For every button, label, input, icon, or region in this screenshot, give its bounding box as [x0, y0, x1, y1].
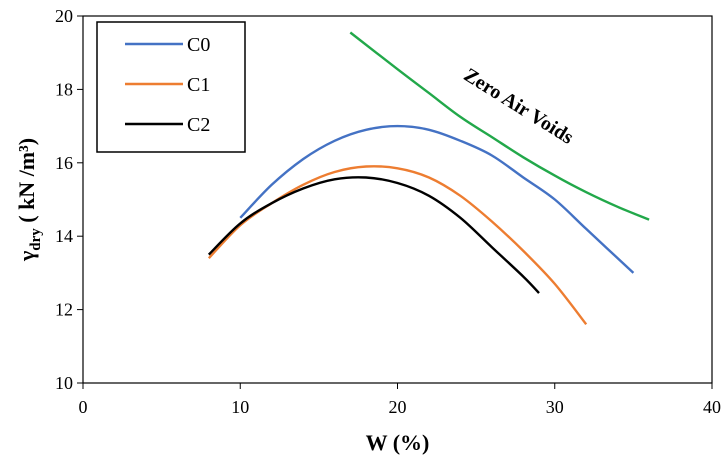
- series-layer: [207, 31, 650, 326]
- legend-label-c0: C0: [187, 34, 210, 56]
- legend-label-c1: C1: [187, 74, 210, 96]
- y-axis-label-unit: ( kN /m³): [14, 138, 39, 228]
- legend-label-c2: C2: [187, 114, 210, 136]
- x-tick-label: 30: [546, 397, 564, 417]
- y-tick-label: 16: [55, 153, 73, 173]
- y-tick-label: 14: [55, 226, 73, 246]
- legend: C0 C1 C2: [96, 21, 246, 153]
- series-line-c0: [239, 124, 635, 274]
- y-axis-label-subscript: dry: [28, 228, 44, 251]
- x-tick-label: 10: [231, 397, 249, 417]
- y-tick-label: 10: [55, 373, 73, 393]
- y-axis-label-symbol: γ: [14, 251, 39, 262]
- x-axis-label: W (%): [366, 430, 430, 455]
- y-tick-label: 12: [55, 300, 73, 320]
- y-tick-label: 18: [55, 79, 73, 99]
- y-tick-label: 20: [55, 6, 73, 26]
- annotation-layer: Zero Air Voids: [460, 64, 578, 149]
- annotation-zero-air-voids: Zero Air Voids: [460, 64, 578, 149]
- series-line-zero-air-voids: [349, 31, 650, 221]
- x-tick-label: 40: [703, 397, 721, 417]
- x-tick-label: 20: [389, 397, 407, 417]
- x-tick-label: 0: [79, 397, 88, 417]
- legend-box: [96, 21, 246, 153]
- y-axis-ticks: 10 12 14 16 18 20: [55, 6, 83, 393]
- series-line-c2: [207, 176, 540, 294]
- x-axis-ticks: 0 10 20 30 40: [79, 383, 721, 417]
- y-axis-label: γdry ( kN /m³): [14, 138, 44, 262]
